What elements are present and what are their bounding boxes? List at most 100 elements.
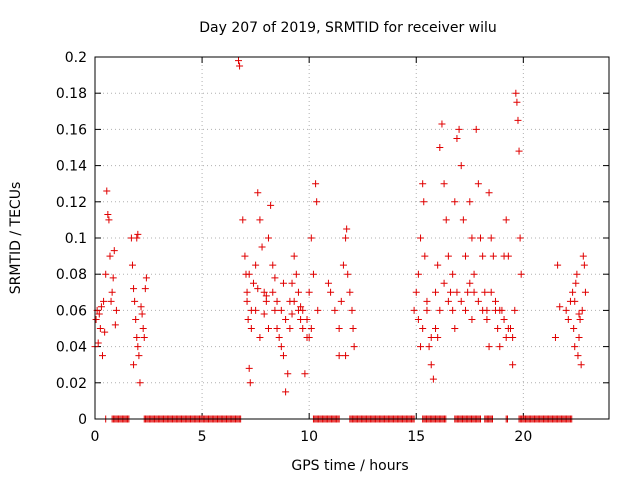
data-point <box>324 279 332 287</box>
data-point <box>517 270 525 278</box>
data-point <box>97 303 105 311</box>
data-point <box>273 297 281 305</box>
data-point <box>244 315 252 323</box>
data-point <box>470 288 478 296</box>
data-point <box>139 325 147 332</box>
data-point <box>107 297 115 305</box>
x-tick-label: 5 <box>198 429 207 445</box>
data-point <box>571 343 579 351</box>
data-point <box>301 370 309 378</box>
data-point <box>516 234 524 242</box>
data-point <box>95 310 103 318</box>
data-point <box>414 270 422 278</box>
data-point <box>466 198 474 206</box>
data-point <box>102 270 110 278</box>
data-point <box>556 303 564 311</box>
data-point <box>96 325 104 332</box>
data-point <box>108 288 116 296</box>
data-point <box>453 134 461 142</box>
data-point <box>138 310 146 318</box>
data-point <box>474 180 482 188</box>
data-point <box>284 370 292 378</box>
data-point <box>572 279 580 287</box>
data-point <box>457 297 465 305</box>
data-point <box>290 252 298 260</box>
data-point <box>288 279 296 287</box>
axis-ticks: 0 0.02 0.04 0.06 0.08 0.1 0.12 0.14 0.16 0.18 0.2 0… <box>56 50 609 445</box>
data-point <box>451 198 459 206</box>
data-point <box>485 189 493 197</box>
data-point <box>419 325 427 332</box>
y-tick-label: 0 <box>78 412 87 428</box>
data-point <box>105 216 113 224</box>
data-point <box>128 261 136 269</box>
data-point <box>132 315 140 323</box>
data-point <box>133 334 141 342</box>
data-point <box>509 361 517 369</box>
data-point <box>260 288 268 296</box>
data-point <box>112 306 120 314</box>
y-tick-label: 0.02 <box>56 376 87 392</box>
data-point <box>423 297 431 305</box>
data-point <box>462 252 470 260</box>
data-point <box>417 343 425 351</box>
data-point <box>573 270 581 278</box>
data-point <box>421 252 429 260</box>
data-point <box>106 252 114 260</box>
data-point <box>466 279 474 287</box>
data-point <box>337 297 345 305</box>
data-point <box>292 270 300 278</box>
data-point <box>335 325 343 332</box>
data-point <box>487 234 495 242</box>
data-point <box>442 216 450 224</box>
data-point <box>140 334 148 342</box>
data-point <box>234 57 242 65</box>
data-point <box>271 306 279 314</box>
data-point <box>410 306 418 314</box>
data-point <box>133 234 141 242</box>
data-point <box>335 352 343 360</box>
data-point <box>570 325 578 332</box>
data-point <box>444 297 452 305</box>
data-point <box>477 234 484 242</box>
data-point <box>282 315 290 323</box>
data-point <box>241 252 249 260</box>
data-point <box>348 306 356 314</box>
data-point <box>514 116 522 124</box>
data-point <box>500 315 508 323</box>
data-point <box>449 270 457 278</box>
data-point <box>494 325 502 332</box>
data-point <box>277 343 285 351</box>
data-point <box>271 274 279 282</box>
y-tick-label: 0.2 <box>65 50 87 66</box>
data-point <box>464 288 472 296</box>
data-point <box>343 225 351 233</box>
data-point <box>509 334 517 342</box>
data-point <box>243 297 251 305</box>
y-tick-label: 0.1 <box>65 231 87 247</box>
data-point <box>429 375 437 383</box>
data-point <box>436 306 444 314</box>
x-tick-label: 10 <box>300 429 318 445</box>
y-tick-label: 0.04 <box>56 340 87 356</box>
data-point <box>299 325 307 332</box>
data-point <box>313 198 321 206</box>
data-point <box>269 288 277 296</box>
data-point <box>580 261 588 269</box>
data-point <box>502 216 510 224</box>
data-point <box>134 343 142 351</box>
data-point <box>434 334 442 342</box>
data-point <box>511 306 519 314</box>
data-point <box>491 297 499 305</box>
data-point <box>239 216 247 224</box>
data-point <box>479 252 487 260</box>
data-point <box>256 334 264 342</box>
data-point <box>339 261 347 269</box>
data-point <box>258 243 266 251</box>
data-point <box>314 306 322 314</box>
data-point <box>104 210 112 218</box>
data-point <box>260 310 268 318</box>
data-point <box>419 180 427 188</box>
data-point <box>579 252 587 260</box>
data-point <box>581 288 589 296</box>
